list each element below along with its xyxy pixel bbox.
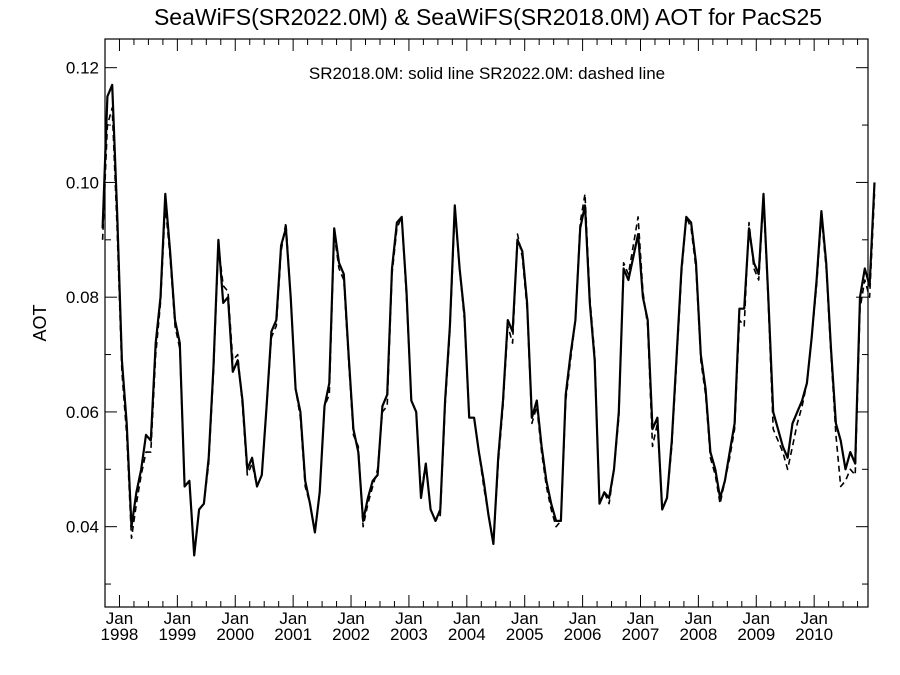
x-tick-month: Jan <box>685 609 712 628</box>
x-tick-month: Jan <box>395 609 422 628</box>
x-tick-month: Jan <box>453 609 480 628</box>
x-tick-year: 2000 <box>216 625 254 644</box>
series-line-sr2022-0m <box>101 107 876 557</box>
x-tick-year: 2001 <box>274 625 312 644</box>
x-tick-month: Jan <box>106 609 133 628</box>
series-line-sr2018-0m <box>101 83 876 557</box>
y-tick-label: 0.10 <box>66 173 99 192</box>
x-tick-month: Jan <box>800 609 827 628</box>
x-tick-year: 2010 <box>795 625 833 644</box>
x-tick-year: 1998 <box>101 625 139 644</box>
series-annotation: SR2018.0M: solid line SR2022.0M: dashed … <box>309 64 665 83</box>
x-tick-month: Jan <box>569 609 596 628</box>
x-tick-year: 2005 <box>506 625 544 644</box>
x-tick-month: Jan <box>279 609 306 628</box>
x-tick-year: 2006 <box>564 625 602 644</box>
y-tick-label: 0.08 <box>66 288 99 307</box>
x-tick-month: Jan <box>164 609 191 628</box>
x-tick-month: Jan <box>337 609 364 628</box>
x-tick-year: 2007 <box>622 625 660 644</box>
x-tick-year: 2009 <box>737 625 775 644</box>
x-tick-year: 1999 <box>158 625 196 644</box>
x-tick-year: 2003 <box>390 625 428 644</box>
x-tick-year: 2002 <box>332 625 370 644</box>
y-tick-label: 0.04 <box>66 518 99 537</box>
y-tick-label: 0.12 <box>66 59 99 78</box>
y-axis-label: AOT <box>30 304 50 341</box>
x-tick-year: 2008 <box>679 625 717 644</box>
chart-title: SeaWiFS(SR2022.0M) & SeaWiFS(SR2018.0M) … <box>154 4 822 30</box>
x-tick-month: Jan <box>511 609 538 628</box>
y-tick-label: 0.06 <box>66 403 99 422</box>
x-tick-year: 2004 <box>448 625 486 644</box>
plot-frame <box>104 38 869 608</box>
x-tick-month: Jan <box>743 609 770 628</box>
x-tick-month: Jan <box>222 609 249 628</box>
x-tick-month: Jan <box>627 609 654 628</box>
